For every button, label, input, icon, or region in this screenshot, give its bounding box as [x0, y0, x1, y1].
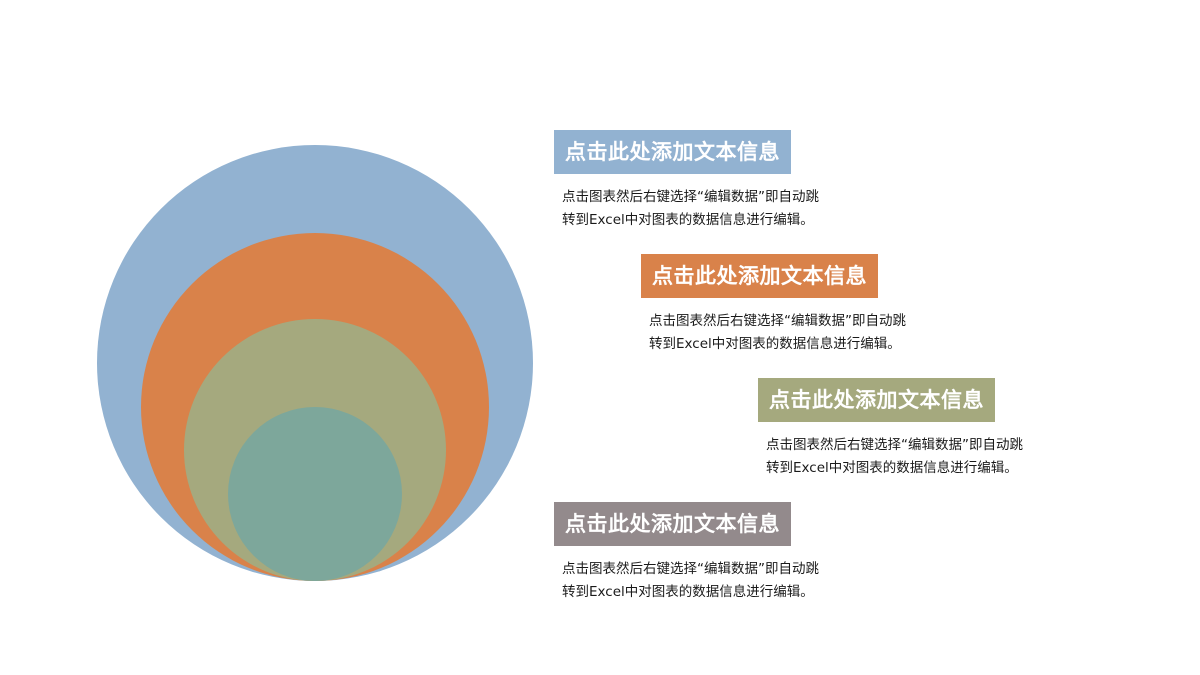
item-3-line-2: 转到Excel中对图表的数据信息进行编辑。 — [766, 460, 1018, 476]
item-2-line-2: 转到Excel中对图表的数据信息进行编辑。 — [649, 336, 901, 352]
text-item-2: 点击此处添加文本信息 点击图表然后右键选择“编辑数据”即自动跳 转到Excel中… — [641, 254, 906, 356]
item-1-description: 点击图表然后右键选择“编辑数据”即自动跳 转到Excel中对图表的数据信息进行编… — [554, 186, 819, 232]
text-item-4: 点击此处添加文本信息 点击图表然后右键选择“编辑数据”即自动跳 转到Excel中… — [554, 502, 819, 604]
inner-teal-circle — [228, 407, 402, 581]
item-4-line-2: 转到Excel中对图表的数据信息进行编辑。 — [562, 584, 814, 600]
item-1-line-2: 转到Excel中对图表的数据信息进行编辑。 — [562, 212, 814, 228]
text-item-1: 点击此处添加文本信息 点击图表然后右键选择“编辑数据”即自动跳 转到Excel中… — [554, 130, 819, 232]
item-3-heading[interactable]: 点击此处添加文本信息 — [758, 378, 995, 422]
item-4-heading[interactable]: 点击此处添加文本信息 — [554, 502, 791, 546]
item-1-line-1: 点击图表然后右键选择“编辑数据”即自动跳 — [562, 189, 819, 205]
item-2-line-1: 点击图表然后右键选择“编辑数据”即自动跳 — [649, 313, 906, 329]
item-3-description: 点击图表然后右键选择“编辑数据”即自动跳 转到Excel中对图表的数据信息进行编… — [758, 434, 1023, 480]
item-3-line-1: 点击图表然后右键选择“编辑数据”即自动跳 — [766, 437, 1023, 453]
text-item-3: 点击此处添加文本信息 点击图表然后右键选择“编辑数据”即自动跳 转到Excel中… — [758, 378, 1023, 480]
item-2-description: 点击图表然后右键选择“编辑数据”即自动跳 转到Excel中对图表的数据信息进行编… — [641, 310, 906, 356]
item-4-line-1: 点击图表然后右键选择“编辑数据”即自动跳 — [562, 561, 819, 577]
item-2-heading[interactable]: 点击此处添加文本信息 — [641, 254, 878, 298]
item-4-description: 点击图表然后右键选择“编辑数据”即自动跳 转到Excel中对图表的数据信息进行编… — [554, 558, 819, 604]
item-1-heading[interactable]: 点击此处添加文本信息 — [554, 130, 791, 174]
